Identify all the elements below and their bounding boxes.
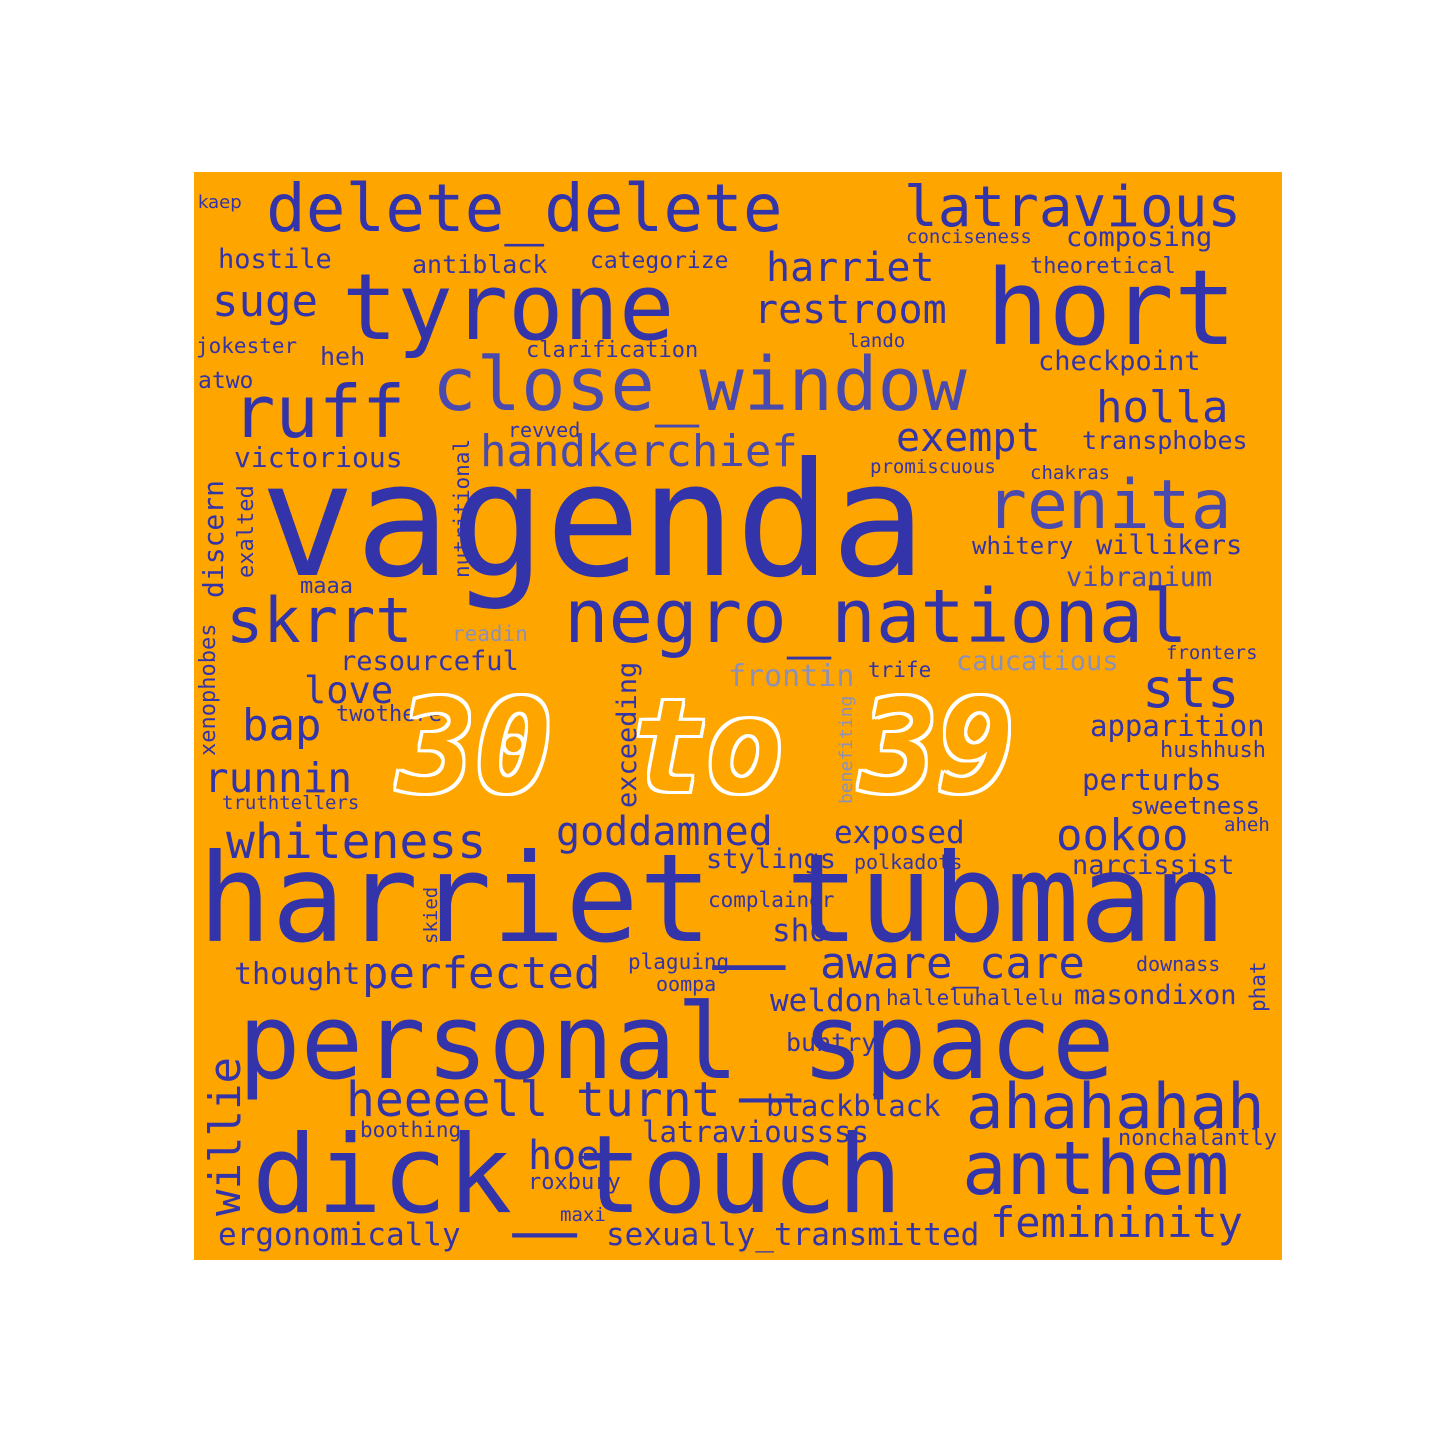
word-weldon: weldon <box>770 983 882 1019</box>
word-checkpoint: checkpoint <box>1038 346 1201 377</box>
word-blackblack: blackblack <box>766 1089 941 1123</box>
word-willikers: willikers <box>1096 530 1243 561</box>
word-ahahahah: ahahahah <box>966 1070 1265 1143</box>
word-willie: willie <box>200 1057 251 1216</box>
word-lando: lando <box>848 330 906 352</box>
word-trife: trife <box>868 658 932 682</box>
word-aheh: aheh <box>1224 814 1270 836</box>
word-exposed: exposed <box>834 815 965 851</box>
word-hostile: hostile <box>218 244 332 275</box>
word-whiteness: whiteness <box>226 814 487 870</box>
word-ruff: ruff <box>232 370 406 454</box>
overlay-title: 30 to 39 <box>398 673 1015 822</box>
word-hushhush: hushhush <box>1160 738 1266 763</box>
word-phat: phat <box>1246 961 1270 1012</box>
word-readin: readin <box>452 622 528 646</box>
word-perturbs: perturbs <box>1082 763 1222 797</box>
word-exalted: exalted <box>234 485 259 578</box>
word-suge: suge <box>212 276 318 327</box>
word-dick-touch: dick_touch <box>252 1113 903 1238</box>
word-categorize: categorize <box>590 248 729 274</box>
word-antiblack: antiblack <box>412 250 548 279</box>
word-latravious: latravious <box>904 175 1242 240</box>
word-narcissist: narcissist <box>1072 850 1235 881</box>
word-masondixon: masondixon <box>1074 980 1237 1011</box>
word-thought: thought <box>234 957 361 992</box>
word-skied: skied <box>420 886 442 944</box>
word-harriet: harriet <box>766 245 935 291</box>
word-maxi: maxi <box>560 1204 606 1226</box>
word-personal-space: personal_space <box>238 981 1115 1103</box>
word-heeeell: heeeell <box>346 1072 549 1128</box>
word-composing: composing <box>1066 222 1213 253</box>
word-ookoo: ookoo <box>1056 810 1189 861</box>
word-jokester: jokester <box>196 334 298 358</box>
word-whitery: whitery <box>972 532 1074 560</box>
word-plaguing: plaguing <box>628 950 730 974</box>
word-victorious: victorious <box>234 441 403 474</box>
word-apparition: apparition <box>1090 709 1265 743</box>
word-maaa: maaa <box>300 574 353 599</box>
word-handkerchief: handkerchief <box>480 426 798 477</box>
word-ergonomically: ergonomically <box>218 1217 461 1253</box>
word-femininity: femininity <box>990 1198 1243 1247</box>
word-turnt: turnt <box>576 1072 721 1128</box>
word-chakras: chakras <box>1030 462 1111 484</box>
word-nonchalantly: nonchalantly <box>1118 1126 1277 1151</box>
word-oompa: oompa <box>656 972 717 996</box>
word-cloud-panel: kaep delete_delete latravious concisenes… <box>194 172 1282 1260</box>
word-bap: bap <box>242 700 322 751</box>
word-clarification: clarification <box>526 338 699 363</box>
word-sweetness: sweetness <box>1130 792 1261 820</box>
word-caucatious: caucatious <box>956 646 1119 677</box>
word-discern: discern <box>197 479 230 598</box>
word-atwo: atwo <box>198 368 254 394</box>
word-twothere: twothere <box>336 702 442 727</box>
word-goddamned: goddamned <box>556 809 773 855</box>
word-renita: renita <box>986 466 1232 545</box>
word-holla: holla <box>1096 382 1229 433</box>
word-vagenda: vagenda <box>260 429 926 613</box>
word-hoe: hoe <box>528 1133 601 1179</box>
word-harriet-tubman: harriet_tubman <box>198 828 1227 970</box>
word-boothing: boothing <box>360 1118 462 1142</box>
word-downass: downass <box>1136 952 1221 976</box>
word-polkadots: polkadots <box>854 850 963 874</box>
word-revved: revved <box>508 418 581 442</box>
word-delete-delete: delete_delete <box>266 172 783 247</box>
word-sho: sho <box>772 913 828 949</box>
word-hort: hort <box>986 247 1237 369</box>
word-restroom: restroom <box>754 287 947 333</box>
word-conciseness: conciseness <box>906 226 1032 248</box>
word-sexually-transmitted: sexually_transmitted <box>606 1217 980 1253</box>
word-theoretical: theoretical <box>1030 254 1176 279</box>
word-negro-national: negro_national <box>564 574 1188 660</box>
word-aware-care: aware_care <box>820 938 1085 989</box>
word-exempt: exempt <box>896 415 1041 461</box>
word-close-window: close_window <box>432 342 967 428</box>
word-halleluhallelu: halleluhallelu <box>886 986 1064 1010</box>
word-kaep: kaep <box>198 192 242 213</box>
word-sts: sts <box>1142 657 1240 720</box>
word-vibranium: vibranium <box>1066 562 1213 593</box>
word-frontin: frontin <box>728 659 855 694</box>
word-skrrt: skrrt <box>226 584 413 657</box>
word-roxbury: roxbury <box>528 1170 621 1195</box>
word-promiscuous: promiscuous <box>870 456 996 478</box>
word-tyrone: tyrone <box>342 254 675 361</box>
word-latravioussss: latravioussss <box>642 1115 869 1149</box>
word-stylings: stylings <box>706 844 837 875</box>
word-fronters: fronters <box>1166 642 1258 664</box>
word-resourceful: resourceful <box>340 646 519 677</box>
word-transphobes: transphobes <box>1082 426 1248 455</box>
word-buntry: buntry <box>786 1028 877 1057</box>
word-complainer: complainer <box>708 888 835 912</box>
word-heh: heh <box>320 342 366 371</box>
word-love: love <box>304 669 394 712</box>
word-runnin: runnin <box>204 754 353 802</box>
word-anthem: anthem <box>962 1126 1230 1212</box>
word-xenophobes: xenophobes <box>196 623 221 756</box>
word-truthtellers: truthtellers <box>222 792 360 814</box>
word-perfected: perfected <box>362 948 601 999</box>
